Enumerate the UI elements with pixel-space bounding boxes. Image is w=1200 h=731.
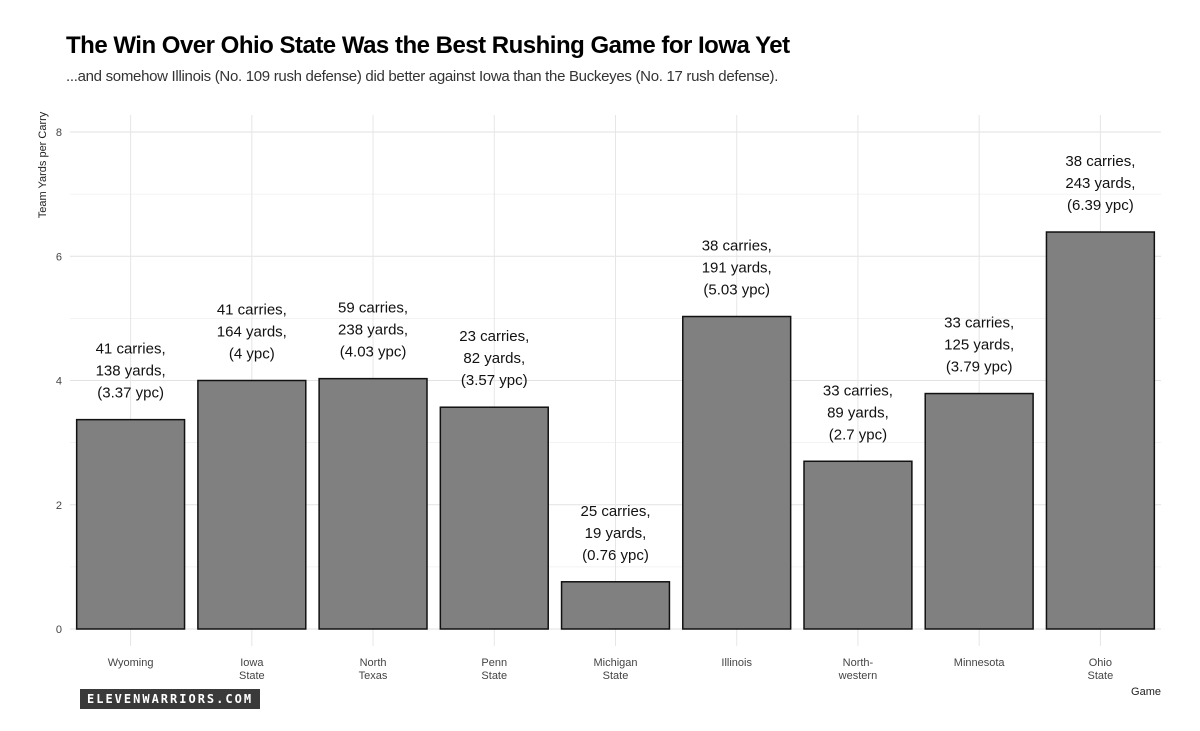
y-tick-label: 6 [56,251,62,263]
bar [439,406,549,630]
x-tick-label-line: North [360,657,387,669]
x-tick-label-line: Illinois [721,657,752,669]
data-label-line: 82 yards, [463,350,525,367]
x-axis-label: Game [1131,686,1161,698]
data-label-line: 38 carries, [702,238,772,255]
x-tick-label: Iowa State [239,657,265,682]
data-label-line: 23 carries, [459,328,529,345]
x-tick-label-line: State [1088,670,1114,682]
y-tick-label: 0 [56,624,62,636]
data-label-line: 59 carries, [338,300,408,317]
x-tick-label: Michigan State [593,657,637,682]
bar [318,377,428,630]
data-label-line: 243 yards, [1065,175,1135,192]
y-tick-label: 2 [56,500,62,512]
data-label-line: 138 yards, [96,363,166,380]
data-label-line: (3.79 ypc) [946,359,1013,376]
data-label-line: (4 ypc) [229,346,275,363]
data-label: 41 carries, 164 yards, (4 ypc) [217,302,287,363]
y-tick-label: 8 [56,127,62,139]
x-tick-label-line: Wyoming [108,657,154,669]
chart-title: The Win Over Ohio State Was the Best Rus… [66,32,790,59]
bar [560,581,671,630]
data-label-line: (0.76 ypc) [582,547,649,564]
x-tick-label-line: State [603,670,629,682]
data-label-line: 191 yards, [702,260,772,277]
data-label-line: (4.03 ypc) [340,344,407,361]
data-label: 38 carries, 191 yards, (5.03 ypc) [702,238,772,299]
bar [75,418,186,630]
x-tick-label-line: Michigan [593,657,637,669]
data-label-line: 38 carries, [1065,153,1135,170]
x-tick-label: Minnesota [954,657,1006,669]
bar [924,392,1034,630]
data-label-line: (6.39 ypc) [1067,197,1134,214]
x-tick-label: Penn State [481,657,507,682]
y-tick-label: 4 [56,376,62,388]
data-label-line: 25 carries, [580,503,650,520]
data-label: 33 carries, 89 yards, (2.7 ypc) [823,382,893,443]
bars [75,231,1156,630]
x-tick-label: North Texas [359,657,388,682]
data-label: 59 carries, 238 yards, (4.03 ypc) [338,300,408,361]
data-label: 41 carries, 138 yards, (3.37 ypc) [96,341,166,402]
bar [803,460,913,630]
x-tick-label-line: Penn [481,657,507,669]
x-tick-label: Wyoming [108,657,154,669]
data-label-line: (5.03 ypc) [703,282,770,299]
data-label-line: 41 carries, [217,302,287,319]
x-tick-label-line: Minnesota [954,657,1006,669]
bar [1045,231,1156,630]
data-label: 25 carries, 19 yards, (0.76 ypc) [580,503,650,564]
bar [682,315,792,630]
data-label-line: (2.7 ypc) [829,426,887,443]
x-tick-label: Ohio State [1088,657,1114,682]
x-tick-label-line: western [838,670,878,682]
x-tick-label-line: State [239,670,265,682]
data-label-line: 238 yards, [338,322,408,339]
site-logo: ELEVENWARRIORS.COM [80,689,261,709]
data-label-line: (3.37 ypc) [97,385,164,402]
y-axis-ticks: 0 2 4 6 8 [56,127,62,636]
x-tick-label-line: Texas [359,670,388,682]
data-label: 23 carries, 82 yards, (3.57 ypc) [459,328,529,389]
data-label-line: 125 yards, [944,337,1014,354]
data-label-line: 41 carries, [96,341,166,358]
x-tick-label-line: State [481,670,507,682]
data-labels: 41 carries, 138 yards, (3.37 ypc)41 carrie… [96,153,1136,564]
x-tick-label: North-western [838,657,878,682]
bar [197,379,307,630]
data-label-line: 33 carries, [944,315,1014,332]
chart-subtitle: ...and somehow Illinois (No. 109 rush de… [66,68,779,85]
data-label-line: (3.57 ypc) [461,372,528,389]
y-axis-label: Team Yards per Carry [37,111,49,218]
data-label-line: 89 yards, [827,404,889,421]
x-tick-label-line: North- [843,657,874,669]
data-label-line: 164 yards, [217,324,287,341]
data-label: 38 carries, 243 yards, (6.39 ypc) [1065,153,1135,214]
data-label-line: 19 yards, [585,525,647,542]
x-tick-label-line: Ohio [1089,657,1112,669]
x-tick-label-line: Iowa [240,657,264,669]
x-tick-label: Illinois [721,657,752,669]
data-label: 33 carries, 125 yards, (3.79 ypc) [944,315,1014,376]
data-label-line: 33 carries, [823,382,893,399]
